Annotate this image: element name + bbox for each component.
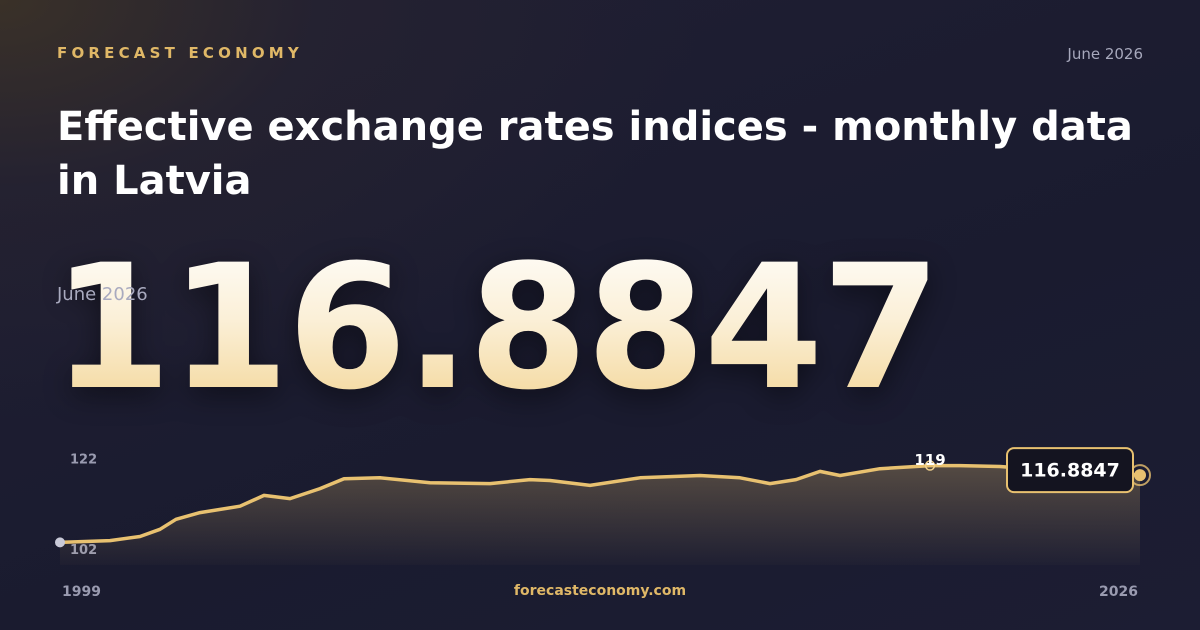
title: Effective exchange rates indices - month…: [57, 104, 1133, 204]
annotation-point: [924, 460, 936, 471]
area: [60, 465, 1140, 565]
end-label: 116.8847: [1020, 460, 1120, 482]
annotation-label: 119: [914, 451, 945, 469]
x-tick-label: 2026: [1099, 584, 1138, 600]
headline-value: 116.8847: [52, 227, 941, 428]
headline-date: June 2026: [57, 284, 148, 305]
x-tick-label: 1999: [62, 584, 101, 600]
start-point: [55, 537, 65, 548]
line: [59, 463, 1141, 545]
date: June 2026: [1067, 45, 1143, 63]
footer: forecasteconomy.com: [513, 583, 687, 599]
end-point: [1134, 469, 1146, 482]
end-label-box: [1006, 447, 1134, 494]
y-tick-label: 122: [70, 453, 97, 468]
brand: FORECAST ECONOMY: [57, 44, 303, 62]
